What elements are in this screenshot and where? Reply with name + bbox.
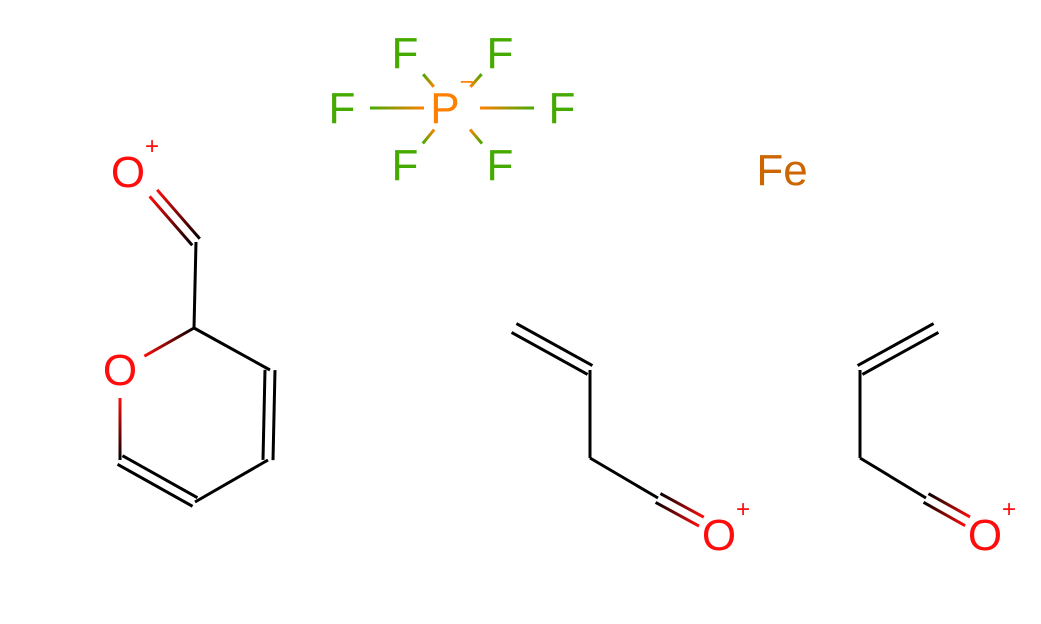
atom-label-F4: F [549,84,576,133]
bond [590,458,658,498]
atom-label-Fe: Fe [756,146,807,195]
bond [194,242,196,328]
bond [144,328,194,356]
atom-label-O3: O+ [702,496,750,560]
chemical-structure: P−FFFFFFFeO+OO+O+ [0,0,1041,624]
bond [118,464,193,506]
bond [656,502,699,526]
atom-label-O2: O [103,346,137,395]
bond [858,324,934,366]
bond [122,456,197,498]
atom-label-F2: F [487,29,514,78]
atom-label-O1: O+ [111,133,159,197]
bond [263,370,265,460]
bond [862,332,938,374]
atom-label-F5: F [392,141,419,190]
bond [512,332,588,374]
bond [928,494,970,517]
bond [860,458,926,498]
atom-label-F6: F [487,141,514,190]
atom-label-O4: O+ [968,496,1016,560]
bond [660,494,703,518]
bond [273,370,275,460]
bond [470,129,482,143]
atom-label-F3: F [329,84,356,133]
atom-label-F1: F [392,29,419,78]
atom-label-P: P− [430,69,474,133]
bond [195,460,268,502]
bond [924,502,966,525]
bond [516,324,592,366]
bond [194,328,270,370]
